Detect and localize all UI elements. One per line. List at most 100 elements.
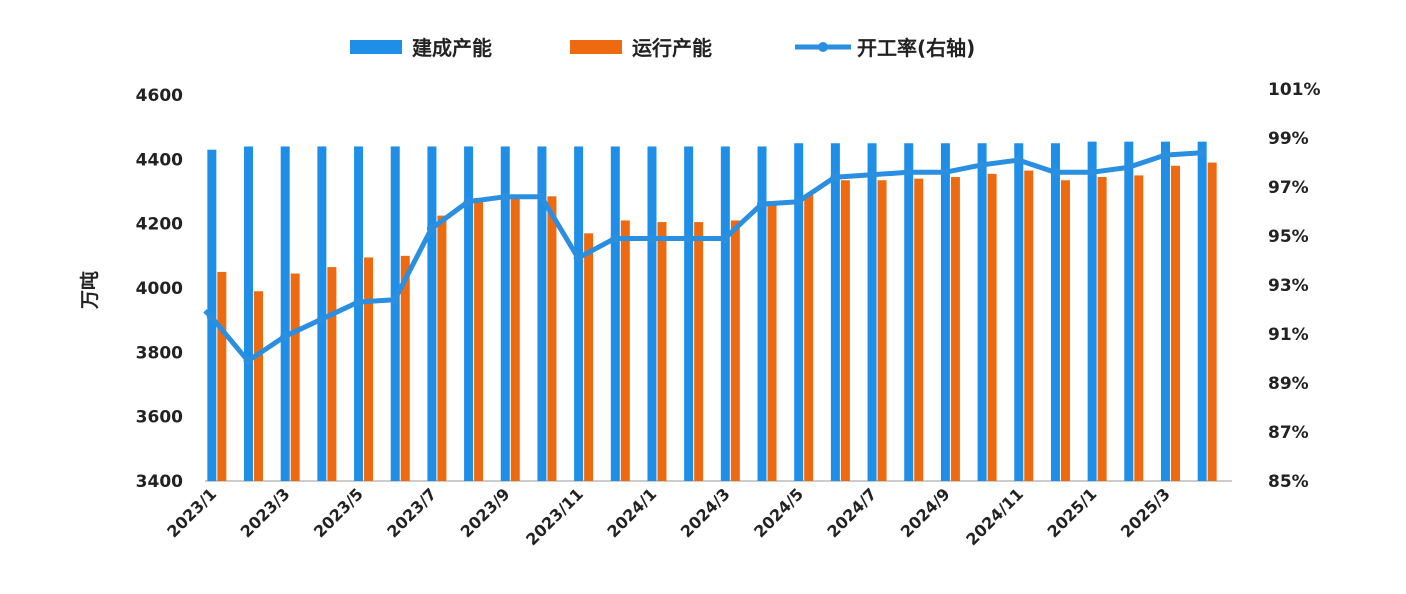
y2-tick-label: 95% — [1268, 227, 1309, 247]
bar-built-capacity — [1014, 143, 1024, 481]
x-tick-label: 2024/11 — [962, 484, 1027, 549]
line-point — [1087, 167, 1097, 177]
x-tick-label: 2023/1 — [163, 484, 220, 541]
y2-tick-label: 99% — [1268, 129, 1309, 149]
y2-tick-label: 89% — [1268, 374, 1309, 394]
x-tick-label: 2024/7 — [823, 484, 880, 541]
line-point — [463, 197, 473, 207]
bar-running-capacity — [254, 291, 264, 481]
legend-label: 建成产能 — [412, 36, 492, 60]
x-tick-label: 2023/7 — [383, 484, 440, 541]
line-point — [683, 233, 693, 243]
bar-running-capacity — [987, 173, 997, 481]
line-point — [720, 233, 730, 243]
bar-running-capacity — [474, 197, 484, 481]
x-tick-label: 2024/9 — [897, 484, 954, 541]
bar-built-capacity — [354, 146, 364, 481]
line-point — [903, 167, 913, 177]
line-point — [536, 192, 546, 202]
line-point — [500, 192, 510, 202]
bar-built-capacity — [427, 146, 437, 481]
bar-running-capacity — [547, 196, 557, 481]
bar-running-capacity — [1134, 175, 1144, 481]
bar-running-capacity — [657, 222, 667, 481]
bar-built-capacity — [1124, 141, 1134, 481]
bar-built-capacity — [1160, 141, 1170, 481]
bar-running-capacity — [1024, 170, 1034, 481]
line-point — [793, 197, 803, 207]
bar-built-capacity — [317, 146, 327, 481]
y2-tick-label: 101% — [1268, 80, 1321, 100]
y2-tick-label: 91% — [1268, 325, 1309, 345]
bar-running-capacity — [950, 177, 960, 481]
bar-running-capacity — [1170, 165, 1180, 481]
line-point — [757, 199, 767, 209]
bar-running-capacity — [840, 180, 850, 481]
bar-built-capacity — [500, 146, 510, 481]
bar-running-capacity — [327, 267, 337, 481]
x-tick-label: 2023/11 — [522, 484, 587, 549]
bar-running-capacity — [914, 178, 924, 481]
bar-built-capacity — [574, 146, 584, 481]
x-tick-label: 2025/1 — [1044, 484, 1101, 541]
y-tick-label: 3600 — [136, 408, 183, 428]
bar-built-capacity — [720, 146, 730, 481]
y-tick-label: 4000 — [136, 279, 183, 299]
bar-running-capacity — [620, 220, 630, 481]
y-tick-label: 4600 — [136, 86, 183, 106]
legend-swatch — [570, 40, 622, 54]
x-tick-label: 2023/3 — [237, 484, 294, 541]
line-point — [977, 160, 987, 170]
y-tick-label: 4200 — [136, 215, 183, 235]
line-point — [243, 356, 253, 366]
bar-running-capacity — [730, 220, 740, 481]
bar-built-capacity — [390, 146, 400, 481]
bar-built-capacity — [904, 143, 914, 481]
line-point — [940, 167, 950, 177]
bar-running-capacity — [437, 215, 447, 481]
bar-built-capacity — [1087, 141, 1097, 481]
y-tick-label: 3400 — [136, 472, 183, 492]
bar-running-capacity — [364, 257, 374, 481]
line-point — [573, 253, 583, 263]
bar-built-capacity — [867, 143, 877, 481]
line-point — [1160, 150, 1170, 160]
y-axis-label: 万吨 — [78, 271, 101, 310]
line-point — [1197, 148, 1207, 158]
x-tick-label: 2025/3 — [1117, 484, 1174, 541]
bar-built-capacity — [684, 146, 694, 481]
line-point — [830, 172, 840, 182]
legend-label: 开工率(右轴) — [857, 36, 975, 60]
bar-built-capacity — [1197, 141, 1207, 481]
line-point — [1013, 155, 1023, 165]
bar-running-capacity — [1060, 180, 1070, 481]
bar-running-capacity — [290, 273, 300, 481]
legend-label: 运行产能 — [632, 36, 712, 60]
bar-built-capacity — [244, 146, 254, 481]
y2-tick-label: 97% — [1268, 178, 1309, 198]
line-point — [353, 297, 363, 307]
line-point — [206, 312, 216, 322]
x-tick-label: 2023/5 — [310, 484, 367, 541]
bar-running-capacity — [400, 255, 410, 481]
line-point — [610, 233, 620, 243]
bar-built-capacity — [940, 143, 950, 481]
y-tick-label: 3800 — [136, 343, 183, 363]
bar-built-capacity — [794, 143, 804, 481]
line-point — [280, 331, 290, 341]
x-tick-label: 2024/5 — [750, 484, 807, 541]
bar-running-capacity — [877, 180, 887, 481]
x-tick-label: 2024/3 — [677, 484, 734, 541]
y2-tick-label: 85% — [1268, 472, 1309, 492]
bar-built-capacity — [1050, 143, 1060, 481]
bar-running-capacity — [1207, 162, 1217, 482]
bar-running-capacity — [694, 222, 704, 481]
y-tick-label: 4400 — [136, 150, 183, 170]
bar-running-capacity — [804, 194, 814, 481]
bar-running-capacity — [1097, 177, 1107, 481]
bar-running-capacity — [510, 196, 520, 481]
legend-swatch — [350, 40, 402, 54]
x-tick-label: 2024/1 — [603, 484, 660, 541]
